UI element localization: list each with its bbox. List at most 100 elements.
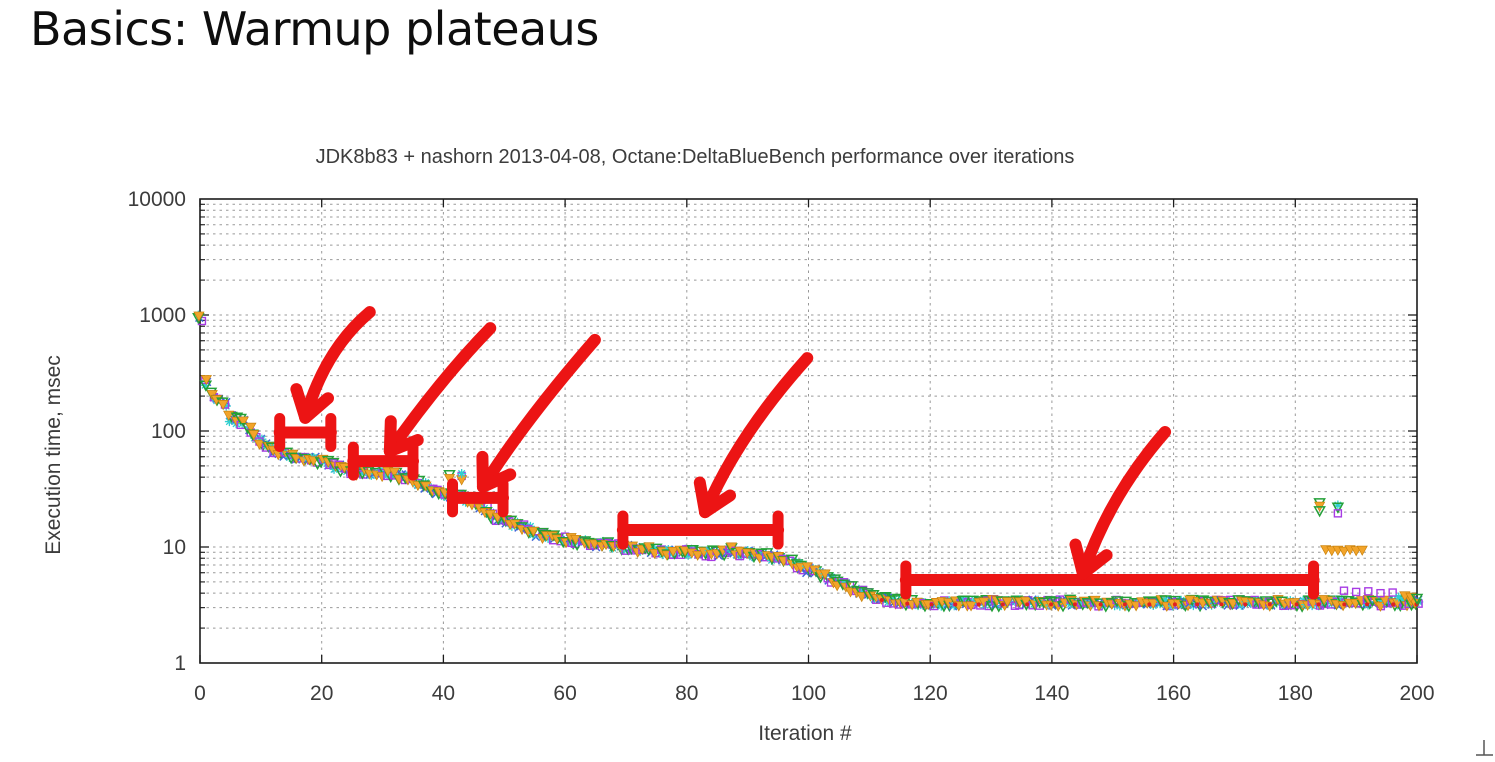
x-tick-label: 0: [194, 682, 206, 705]
y-tick-label: 10: [163, 536, 186, 559]
annotation-arrow-head: [476, 450, 489, 493]
x-axis-label: Iteration #: [758, 722, 852, 745]
grid-lines: [200, 199, 1417, 663]
scatter-point: [1398, 595, 1408, 605]
scatter-point: [1338, 546, 1350, 557]
annotation-arrow-shaft: [1076, 426, 1172, 580]
annotation-arrow-head: [1069, 538, 1089, 580]
scatter-point: [905, 601, 910, 606]
scatter-point: [193, 311, 205, 322]
scatter-point: [856, 592, 868, 603]
slide-corner-mark: [1476, 740, 1493, 756]
scatter-point: [329, 464, 339, 474]
x-tick-label: 180: [1278, 682, 1313, 705]
annotation-arrow-shaft: [299, 306, 376, 424]
scatter-point: [1318, 595, 1330, 606]
scatter-point: [1294, 602, 1299, 607]
x-tick-label: 40: [432, 682, 455, 705]
annotation-arrow-head: [693, 476, 712, 519]
x-tick-label: 100: [791, 682, 826, 705]
red-annotations: [273, 306, 1320, 600]
annotation-arrow-head: [290, 383, 312, 424]
scatter-point: [1356, 545, 1368, 556]
x-tick-label: 80: [675, 682, 698, 705]
scatter-point: [527, 526, 540, 537]
scatter-point: [1351, 587, 1361, 597]
scatter-point: [1001, 597, 1014, 608]
scatter-point: [221, 401, 231, 411]
scatter-point: [1172, 602, 1177, 607]
scatter-point: [1160, 595, 1170, 605]
y-tick-label: 1000: [139, 304, 186, 327]
y-tick-label: 1: [174, 652, 186, 675]
scatter-point: [200, 375, 212, 386]
scatter-point: [1339, 586, 1349, 595]
scatter-point: [1379, 595, 1391, 606]
scatter-point: [748, 552, 758, 562]
scatter-point: [1243, 602, 1248, 607]
scatter-point: [224, 417, 234, 427]
scatter-point: [929, 602, 934, 607]
scatter-point: [1376, 588, 1385, 598]
scatter-point: [976, 602, 981, 607]
tick-labels: 0 20 40 60 80 100 120 140 160 180 200 1 10 100 1000 100…: [128, 188, 1435, 705]
x-tick-label: 140: [1034, 682, 1069, 705]
scatter-point: [953, 602, 958, 607]
scatter-point: [1000, 602, 1005, 607]
scatter-point: [1219, 602, 1224, 607]
scatter-point: [1025, 602, 1030, 607]
scatter-point: [1333, 500, 1343, 510]
scatter-point: [245, 422, 257, 433]
scatter-point: [1342, 602, 1347, 607]
scatter-point: [1020, 596, 1032, 607]
annotation-arrow-shaft: [699, 352, 814, 519]
scatter-point: [1316, 602, 1321, 607]
scatter-point: [1333, 509, 1343, 518]
annotation-arrow-head: [383, 415, 397, 458]
scatter-point: [1394, 592, 1404, 602]
scatter-point: [1365, 602, 1370, 607]
scatter-point: [1184, 595, 1196, 606]
scatter-point: [1388, 588, 1397, 597]
y-tick-label: 100: [151, 420, 186, 443]
x-tick-label: 60: [553, 682, 576, 705]
scatter-point: [1072, 602, 1077, 607]
scatter-point: [1049, 602, 1054, 607]
scatter-point: [1227, 599, 1239, 610]
x-tick-label: 20: [310, 682, 333, 705]
scatter-point: [1313, 506, 1326, 518]
scatter-point: [692, 550, 704, 561]
scatter-point: [1267, 602, 1272, 607]
scatter-point: [802, 568, 811, 578]
scatter-point: [1110, 601, 1120, 611]
annotation-arrow-shaft: [476, 333, 601, 493]
scatter-point: [958, 595, 971, 607]
scatter-point: [457, 469, 467, 479]
scatter-point: [388, 467, 400, 478]
scatter-point: [1410, 593, 1424, 606]
x-tick-label: 160: [1156, 682, 1191, 705]
scatter-point: [237, 416, 249, 427]
scatter-point: [217, 400, 229, 411]
scatter-point: [248, 430, 260, 441]
scatter-point: [1331, 502, 1345, 514]
scatter-point: [889, 594, 899, 604]
y-tick-label: 10000: [128, 188, 186, 211]
scatter-point: [965, 601, 977, 612]
scatter-point: [667, 546, 679, 558]
y-axis-label: Execution time, msec: [42, 355, 65, 555]
scatter-point: [1195, 602, 1200, 607]
scatter-point: [1364, 587, 1373, 596]
scatter-point: [1122, 602, 1127, 607]
plot-border: [199, 198, 1418, 664]
scatter-point: [1335, 595, 1349, 607]
annotation-arrow-shaft: [383, 322, 497, 458]
scatter-point: [1098, 602, 1103, 607]
x-tick-label: 120: [913, 682, 948, 705]
slide-title: Basics: Warmup plateaus: [30, 2, 599, 56]
scatter-point: [1391, 602, 1396, 607]
scatter-point: [1376, 595, 1386, 605]
scatter-point: [1147, 602, 1152, 607]
